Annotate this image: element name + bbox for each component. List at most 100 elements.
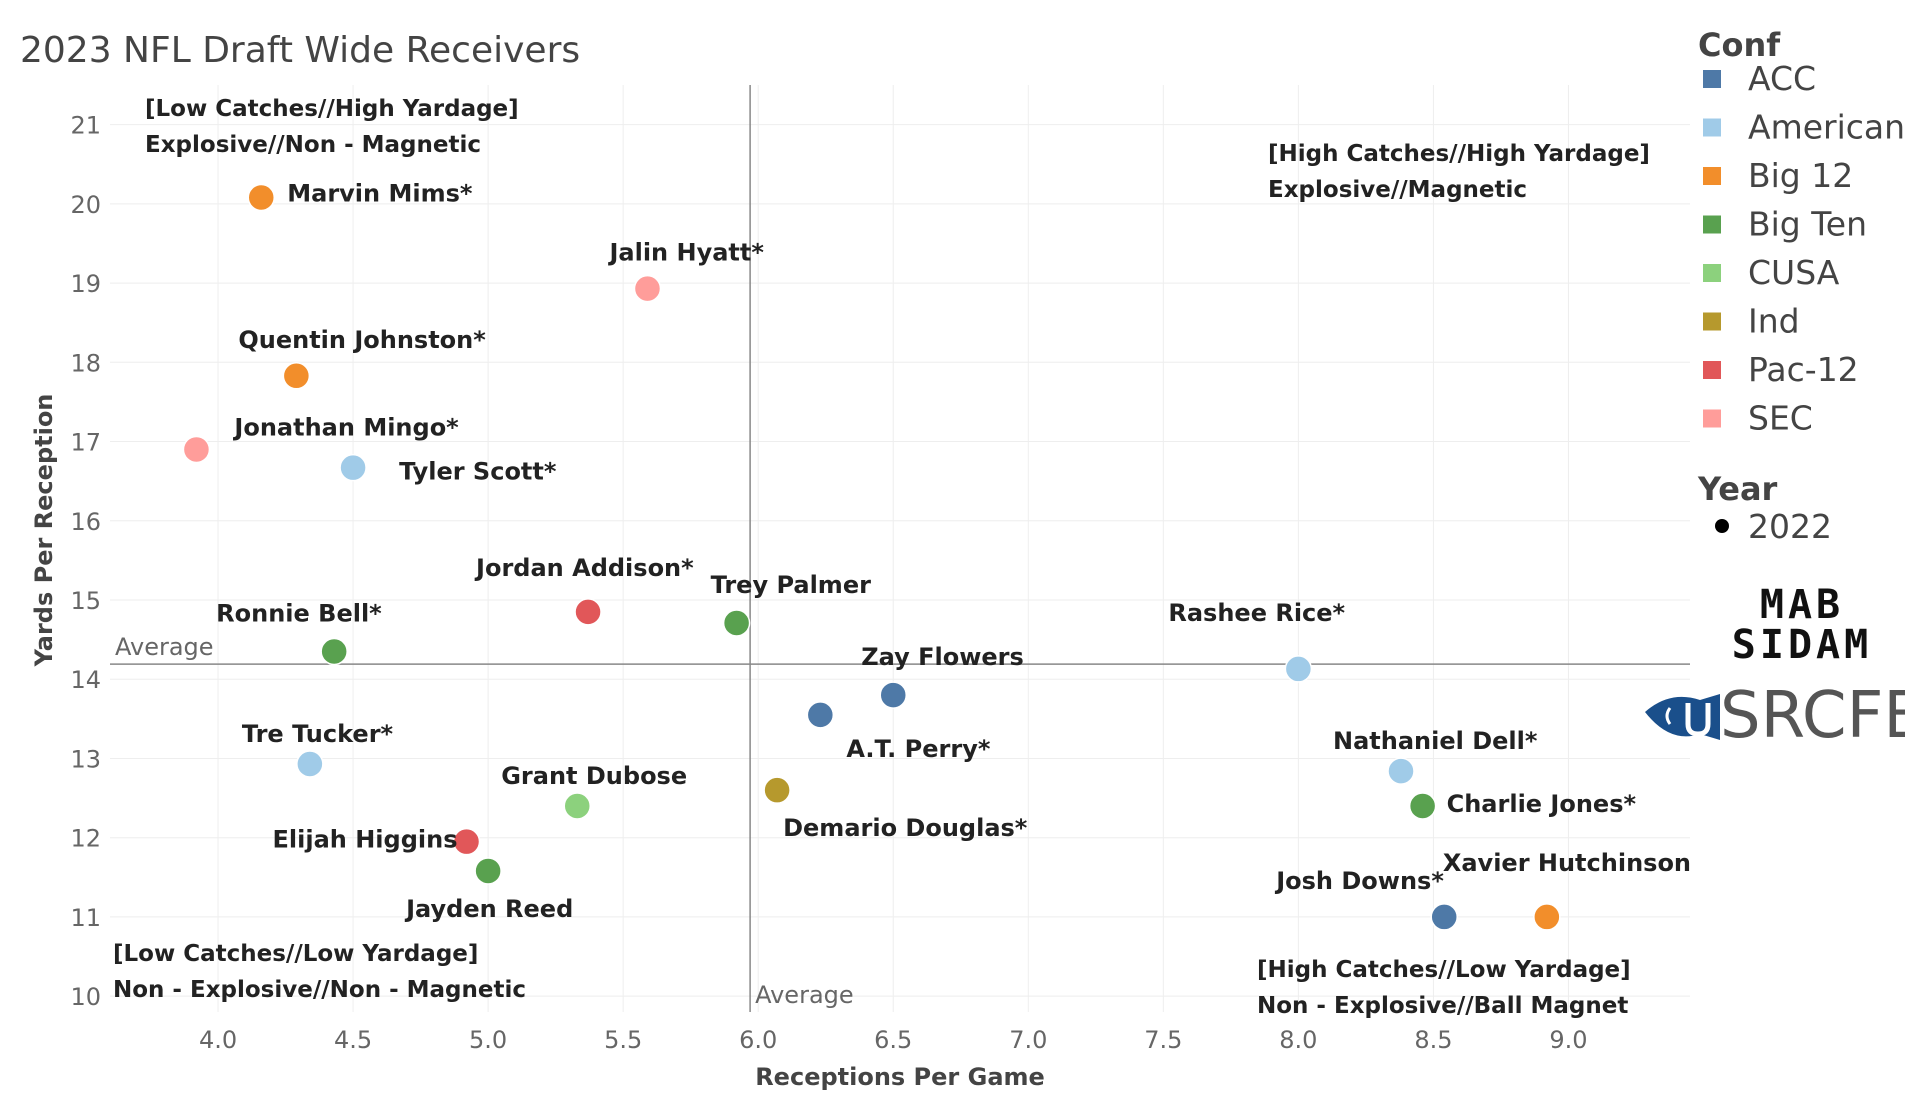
legend-swatch [1703, 312, 1721, 331]
average-reference-lines: Average Average [110, 85, 1690, 1012]
legend-swatch [1703, 361, 1721, 379]
legend-label: Big Ten [1748, 205, 1867, 244]
srcfb-logo: SRCFB [1645, 679, 1905, 753]
data-point [763, 776, 791, 804]
y-tick-label: 16 [70, 508, 101, 536]
y-tick-label: 13 [70, 745, 101, 773]
legend-label: Ind [1748, 302, 1800, 341]
legend-conf-title: Conf [1698, 26, 1781, 64]
srcfb-shield-shape [1645, 694, 1720, 740]
legend-swatch [1703, 264, 1721, 282]
data-point [247, 183, 275, 212]
mab-logo-line1: MAB [1760, 582, 1844, 628]
y-tick-label: 19 [70, 270, 101, 298]
y-tick-label: 17 [70, 429, 101, 457]
mab-logo-line2: SIDAM [1732, 622, 1872, 668]
y-tick-labels: 10 11 12 13 14 15 16 17 18 19 20 21 [70, 112, 101, 1012]
legend-year-title: Year [1697, 470, 1778, 508]
data-point [1533, 903, 1561, 931]
data-point [574, 598, 602, 626]
point-label: Elijah Higgins [273, 826, 458, 854]
x-tick-label: 4.0 [199, 1026, 237, 1054]
srcfb-shield-icon [1645, 694, 1720, 740]
point-labels: Marvin Mims* Jalin Hyatt* Quentin Johnston… [216, 180, 1691, 923]
srcfb-logo-text: SRCFB [1720, 679, 1905, 753]
legend-label: SEC [1748, 399, 1813, 438]
x-tick-label: 6.5 [874, 1026, 912, 1054]
point-label: Jayden Reed [404, 895, 573, 923]
x-tick-label: 8.0 [1279, 1026, 1317, 1054]
data-point [452, 827, 481, 856]
data-point [474, 857, 502, 885]
x-tick-label: 7.5 [1144, 1026, 1182, 1054]
legend-swatch [1703, 118, 1721, 137]
y-tick-label: 18 [70, 349, 101, 377]
data-point [282, 362, 311, 390]
y-average-label: Average [115, 633, 214, 661]
point-label: Demario Douglas* [783, 814, 1028, 842]
point-label: Quentin Johnston* [238, 326, 486, 354]
y-tick-label: 20 [70, 191, 101, 219]
chart-title: 2023 NFL Draft Wide Receivers [20, 30, 580, 71]
x-tick-label: 5.5 [604, 1026, 642, 1054]
legend: Conf ACC American Big 12 Big Ten CUSA Ind Pac-… [1697, 26, 1905, 546]
x-tick-label: 6.0 [739, 1026, 777, 1054]
srcfb-stripe [1665, 707, 1672, 725]
y-axis-title: Yards Per Reception [30, 394, 58, 668]
legend-label: CUSA [1748, 253, 1840, 292]
data-point [182, 435, 211, 464]
y-tick-label: 21 [70, 112, 101, 140]
point-label: Jordan Addison* [474, 554, 694, 582]
point-label: Marvin Mims* [287, 180, 473, 208]
x-tick-label: 5.0 [469, 1026, 507, 1054]
y-tick-label: 11 [70, 904, 101, 932]
quadrant-label-bottom-left: [Low Catches//Low Yardage] [113, 941, 478, 967]
quadrant-label-top-left: Explosive//Non - Magnetic [145, 132, 481, 158]
data-point [1284, 655, 1313, 683]
point-label: Trey Palmer [711, 571, 872, 599]
quadrant-label-top-right: Explosive//Magnetic [1268, 177, 1527, 203]
y-tick-label: 12 [70, 825, 101, 853]
quadrant-labels: [Low Catches//High Yardage] Explosive//No… [113, 96, 1650, 1019]
legend-label: Big 12 [1748, 156, 1853, 195]
x-axis-title: Receptions Per Game [755, 1063, 1045, 1091]
point-label: Xavier Hutchinson [1443, 849, 1691, 877]
point-label: Tre Tucker* [242, 720, 394, 748]
data-point [1430, 903, 1458, 931]
quadrant-label-bottom-left: Non - Explosive//Non - Magnetic [113, 977, 526, 1003]
data-point [1408, 792, 1437, 820]
data-point [1387, 757, 1415, 785]
quadrant-label-top-left: [Low Catches//High Yardage] [145, 96, 519, 122]
x-tick-label: 7.0 [1009, 1026, 1047, 1054]
x-tick-label: 4.5 [334, 1026, 372, 1054]
legend-label: ACC [1748, 59, 1816, 98]
legend-dot [1715, 519, 1729, 533]
x-tick-labels: 4.0 4.5 5.0 5.5 6.0 6.5 7.0 7.5 8.0 8.5 9.0 [199, 1026, 1588, 1054]
legend-year-items: 2022 [1715, 507, 1832, 546]
x-tick-label: 8.5 [1414, 1026, 1452, 1054]
y-tick-label: 10 [70, 983, 101, 1011]
y-tick-label: 15 [70, 587, 101, 615]
quadrant-label-top-right: [High Catches//High Yardage] [1268, 141, 1650, 167]
point-label: A.T. Perry* [846, 735, 991, 763]
data-point [806, 701, 835, 729]
quadrant-label-bottom-right: [High Catches//Low Yardage] [1257, 957, 1631, 983]
data-points [182, 183, 1561, 931]
point-label: Charlie Jones* [1447, 790, 1637, 818]
legend-label: Pac-12 [1748, 350, 1859, 389]
data-point [296, 750, 324, 778]
point-label: Nathaniel Dell* [1333, 727, 1538, 755]
data-point [722, 609, 751, 637]
data-point [563, 792, 591, 820]
point-label: Rashee Rice* [1168, 599, 1345, 627]
data-point [879, 681, 907, 709]
legend-year-label: 2022 [1748, 507, 1832, 546]
data-point [633, 274, 662, 303]
point-label: Jalin Hyatt* [607, 239, 764, 267]
quadrant-label-bottom-right: Non - Explosive//Ball Magnet [1257, 993, 1628, 1019]
legend-swatch [1703, 409, 1721, 428]
point-label: Zay Flowers [861, 643, 1024, 671]
point-label: Grant Dubose [501, 762, 687, 790]
point-label: Josh Downs* [1274, 867, 1444, 895]
